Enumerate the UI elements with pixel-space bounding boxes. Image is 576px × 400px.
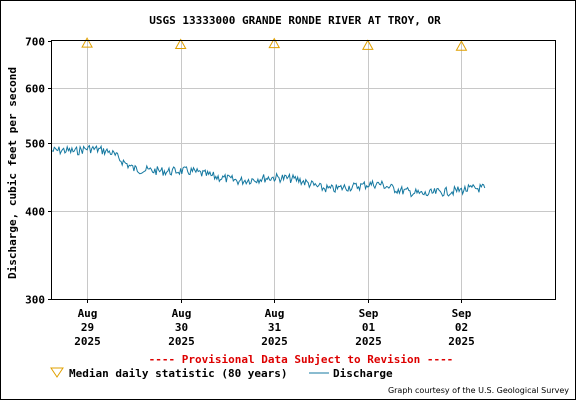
median-point-icon	[174, 38, 187, 50]
discharge-line	[51, 144, 486, 198]
series-layer	[51, 37, 486, 198]
courtesy-credit: Graph courtesy of the U.S. Geological Su…	[388, 386, 569, 395]
grid-lines	[52, 41, 555, 299]
x-tick-label: 2025	[355, 335, 382, 348]
median-series	[81, 37, 468, 51]
median-legend-marker-icon	[50, 367, 64, 378]
y-tick-label: 700	[25, 36, 45, 49]
x-tick-label: 2025	[448, 335, 475, 348]
x-axis-ticks: Aug292025Aug302025Aug312025Sep012025Sep0…	[74, 299, 475, 348]
x-tick-label: 2025	[74, 335, 101, 348]
x-tick-label: 29	[81, 321, 94, 334]
x-tick-label: 02	[455, 321, 468, 334]
x-tick-label: 31	[268, 321, 282, 334]
legend: Median daily statistic (80 years) Discha…	[50, 367, 393, 380]
x-tick-label: Aug	[78, 307, 98, 320]
median-point-icon	[268, 37, 281, 49]
chart-title: USGS 13333000 GRANDE RONDE RIVER AT TROY…	[149, 14, 441, 27]
median-point-icon	[455, 40, 468, 51]
provisional-notice: ---- Provisional Data Subject to Revisio…	[149, 353, 454, 366]
x-tick-label: Sep	[452, 307, 472, 320]
x-tick-label: 2025	[261, 335, 288, 348]
x-tick-label: Sep	[359, 307, 379, 320]
median-legend-label: Median daily statistic (80 years)	[69, 367, 288, 380]
x-tick-label: Aug	[172, 307, 192, 320]
y-axis-ticks: 300 400 500 600 700	[25, 36, 52, 307]
x-tick-label: 2025	[168, 335, 195, 348]
x-tick-label: 30	[175, 321, 188, 334]
median-point-icon	[81, 37, 93, 48]
y-axis-label: Discharge, cubic feet per second	[6, 67, 19, 279]
y-tick-label: 400	[25, 206, 45, 219]
y-tick-label: 600	[25, 83, 45, 96]
discharge-series	[51, 144, 486, 198]
median-point-icon	[361, 39, 374, 50]
x-tick-label: 01	[362, 321, 376, 334]
plot-area-border	[51, 40, 556, 300]
x-tick-label: Aug	[265, 307, 285, 320]
y-tick-label: 300	[25, 294, 45, 307]
y-tick-label: 500	[25, 138, 45, 151]
discharge-legend-label: Discharge	[333, 367, 393, 380]
